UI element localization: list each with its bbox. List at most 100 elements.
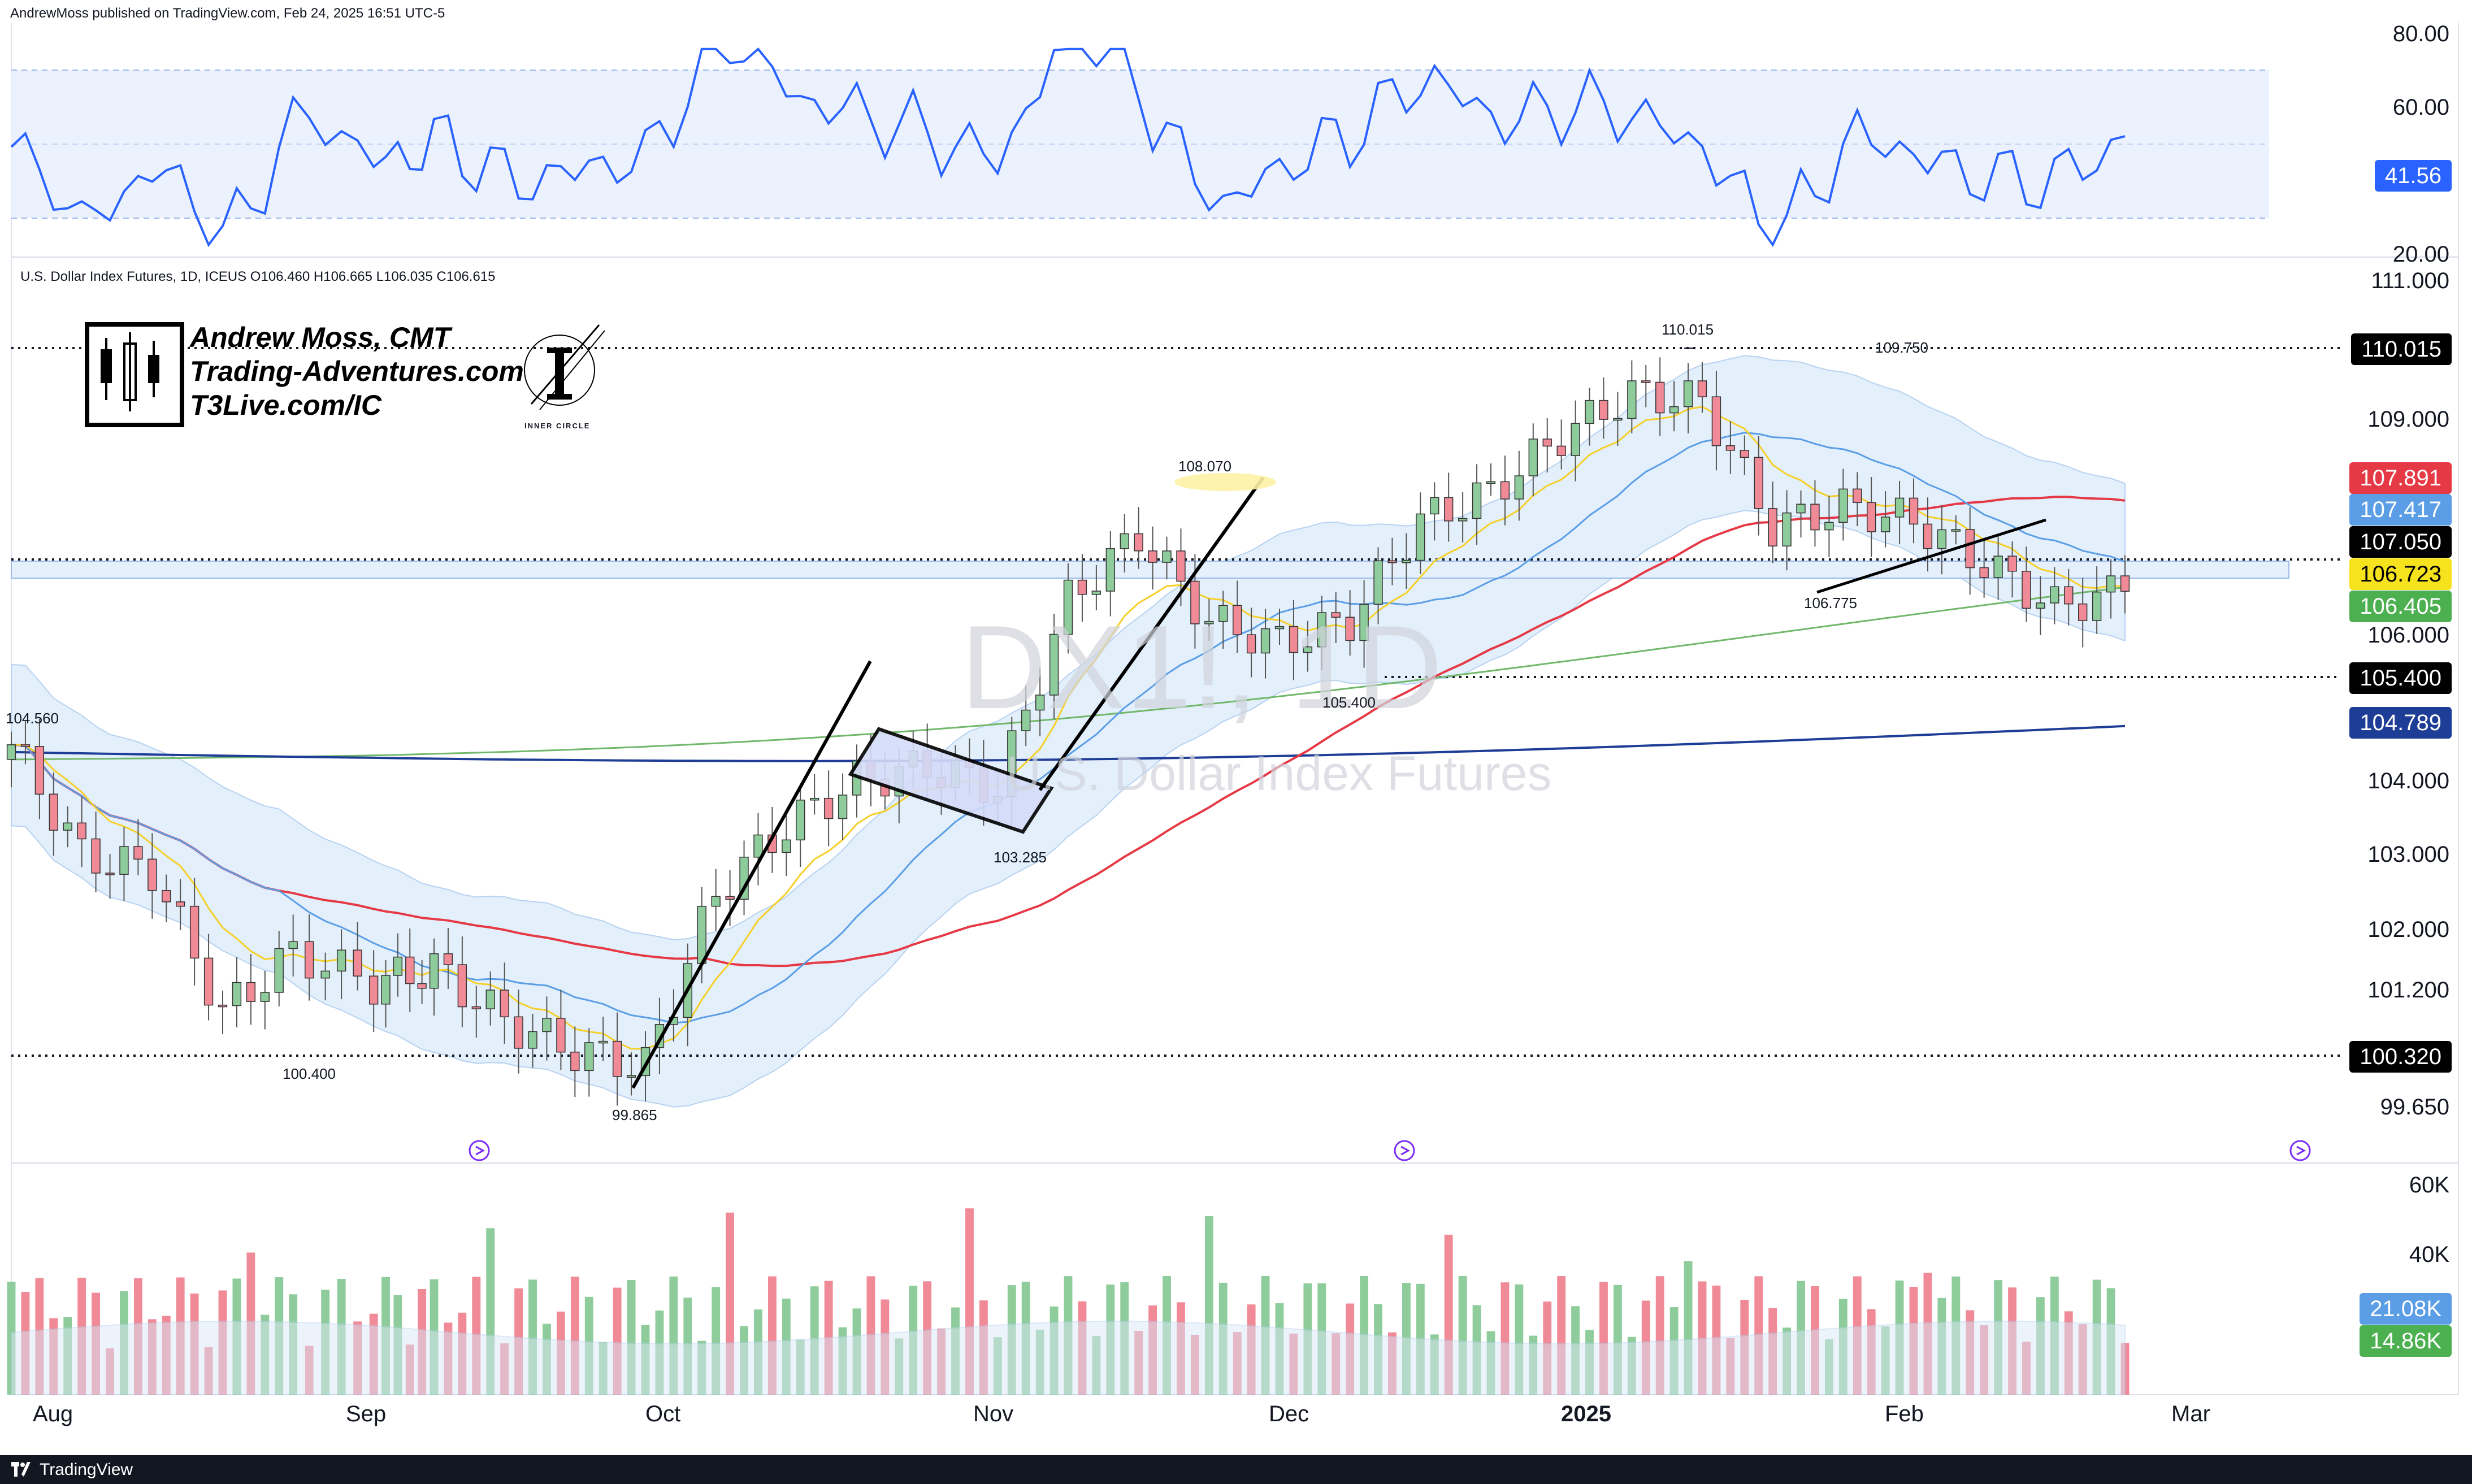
price-tag-107-050[interactable]: 107.050: [2349, 526, 2452, 558]
symbol-legend[interactable]: U.S. Dollar Index Futures, 1D, ICEUS O10…: [20, 269, 496, 284]
candle-body[interactable]: [823, 797, 834, 819]
session-break-icon-3[interactable]: [2289, 1140, 2311, 1161]
candle-body[interactable]: [1697, 380, 1707, 397]
candle-body[interactable]: [1486, 481, 1496, 484]
price-tag-106-723[interactable]: 106.723: [2349, 558, 2452, 590]
trendline-rally-2[interactable]: [1038, 476, 1265, 791]
candle-body[interactable]: [782, 839, 791, 853]
candle-body[interactable]: [1796, 504, 1806, 514]
candle-body[interactable]: [1331, 612, 1341, 618]
candle-body[interactable]: [1894, 497, 1905, 518]
candle-body[interactable]: [288, 941, 298, 949]
candle-body[interactable]: [1951, 529, 1961, 532]
candle-body[interactable]: [91, 838, 101, 874]
candle-body[interactable]: [1190, 580, 1200, 624]
candle-body[interactable]: [556, 1018, 566, 1053]
price-tag-110-015[interactable]: 110.015: [2351, 333, 2452, 365]
candle-body[interactable]: [457, 964, 467, 1008]
candle-body[interactable]: [1754, 457, 1763, 509]
candle-body[interactable]: [304, 941, 314, 979]
session-break-icon-2[interactable]: [1394, 1140, 1415, 1161]
candle-body[interactable]: [1542, 439, 1552, 447]
candle-body[interactable]: [162, 889, 171, 902]
candle-body[interactable]: [260, 992, 270, 1002]
candle-body[interactable]: [1303, 646, 1313, 653]
candle-body[interactable]: [1824, 522, 1834, 531]
candle-body[interactable]: [1979, 567, 1989, 578]
candle-body[interactable]: [429, 953, 439, 989]
volume-tag-14-86k[interactable]: 14.86K: [2360, 1325, 2452, 1357]
candle-body[interactable]: [2007, 556, 2017, 572]
flag-pattern[interactable]: [848, 727, 1054, 834]
candle-body[interactable]: [1599, 400, 1608, 420]
price-tag-104-789[interactable]: 104.789: [2349, 707, 2452, 739]
candle-body[interactable]: [612, 1040, 622, 1077]
session-break-icon-1[interactable]: [469, 1140, 490, 1161]
candle-body[interactable]: [1514, 475, 1524, 500]
candle-body[interactable]: [1063, 579, 1073, 635]
candle-body[interactable]: [232, 982, 242, 1006]
candle-body[interactable]: [1105, 548, 1115, 592]
candle-body[interactable]: [2064, 586, 2074, 605]
candle-body[interactable]: [443, 953, 453, 965]
candle-body[interactable]: [1613, 418, 1623, 421]
candle-body[interactable]: [189, 905, 200, 959]
candle-body[interactable]: [1077, 579, 1087, 595]
candle-body[interactable]: [1923, 523, 1933, 549]
candle-body[interactable]: [753, 834, 763, 858]
candle-body[interactable]: [1148, 550, 1157, 563]
candle-body[interactable]: [1880, 517, 1890, 532]
candle-body[interactable]: [471, 1006, 481, 1009]
candle-body[interactable]: [1965, 529, 1975, 569]
candle-body[interactable]: [133, 846, 143, 860]
candle-body[interactable]: [2022, 571, 2031, 609]
trendline-rally-1[interactable]: [631, 660, 872, 1089]
candle-body[interactable]: [1204, 620, 1214, 624]
candle-body[interactable]: [810, 797, 819, 801]
candle-body[interactable]: [1627, 380, 1637, 419]
price-tag-105-400[interactable]: 105.400: [2349, 662, 2452, 694]
candle-body[interactable]: [1246, 634, 1256, 654]
candle-body[interactable]: [1740, 450, 1749, 458]
candle-body[interactable]: [1909, 497, 1919, 525]
candle-body[interactable]: [1430, 497, 1439, 515]
candle-body[interactable]: [119, 846, 129, 875]
candle-body[interactable]: [2120, 575, 2130, 592]
trendline-support[interactable]: [1816, 518, 2046, 594]
candle-body[interactable]: [1528, 439, 1538, 476]
candle-body[interactable]: [63, 822, 72, 831]
zone-107[interactable]: [11, 561, 2289, 579]
price-tag-107-891[interactable]: 107.891: [2349, 462, 2452, 494]
candle-body[interactable]: [1782, 512, 1792, 546]
candle-body[interactable]: [381, 975, 391, 1005]
candle-body[interactable]: [1345, 617, 1355, 641]
candle-body[interactable]: [626, 1075, 636, 1078]
rsi-value-tag[interactable]: 41.56: [2374, 160, 2452, 192]
candle-body[interactable]: [1373, 560, 1383, 605]
candle-body[interactable]: [485, 990, 495, 1009]
candle-body[interactable]: [500, 990, 509, 1018]
candle-body[interactable]: [1585, 400, 1594, 424]
candle-body[interactable]: [353, 949, 362, 977]
candle-body[interactable]: [148, 858, 157, 891]
candle-body[interactable]: [1402, 559, 1411, 563]
candle-body[interactable]: [1683, 380, 1693, 407]
candle-body[interactable]: [542, 1018, 552, 1032]
candle-body[interactable]: [584, 1042, 594, 1071]
candle-body[interactable]: [1838, 488, 1848, 523]
candle-body[interactable]: [2078, 603, 2088, 621]
candle-body[interactable]: [1725, 445, 1736, 451]
candle-body[interactable]: [405, 956, 415, 984]
candle-body[interactable]: [49, 793, 58, 831]
highlight-108-070[interactable]: [1174, 473, 1276, 491]
candle-body[interactable]: [1274, 626, 1285, 630]
candle-body[interactable]: [1867, 502, 1876, 532]
candle-body[interactable]: [176, 901, 185, 907]
candle-body[interactable]: [336, 949, 346, 972]
candle-body[interactable]: [368, 975, 379, 1005]
candle-body[interactable]: [2106, 575, 2116, 593]
candle-body[interactable]: [417, 983, 427, 989]
candle-body[interactable]: [1260, 628, 1270, 654]
candle-body[interactable]: [274, 948, 284, 993]
